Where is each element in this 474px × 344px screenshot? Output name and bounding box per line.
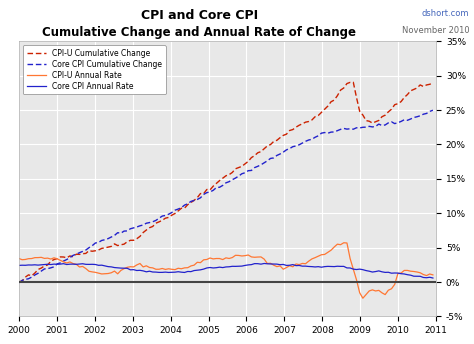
Core CPI Cumulative Change [252, 165, 257, 170]
CPI-U Cumulative Change [350, 80, 356, 84]
CPI-U Annual Rate [226, 256, 232, 260]
CPI-U Cumulative Change [252, 153, 257, 158]
Core CPI Cumulative Change [32, 273, 38, 277]
Core CPI Annual Rate [430, 276, 436, 280]
Text: Cumulative Change and Annual Rate of Change: Cumulative Change and Annual Rate of Cha… [42, 26, 356, 39]
Core CPI Cumulative Change [274, 153, 280, 158]
Core CPI Cumulative Change [338, 127, 344, 131]
CPI-U Annual Rate [55, 257, 60, 261]
Core CPI Cumulative Change [16, 281, 22, 285]
CPI-U Annual Rate [146, 266, 152, 270]
Core CPI Annual Rate [16, 264, 22, 268]
Core CPI Annual Rate [277, 262, 283, 267]
Core CPI Cumulative Change [322, 130, 328, 135]
CPI-U Annual Rate [179, 267, 184, 271]
Core CPI Annual Rate [90, 262, 95, 266]
Line: Core CPI Cumulative Change: Core CPI Cumulative Change [19, 110, 433, 283]
Text: dshort.com: dshort.com [422, 9, 469, 18]
CPI-U Annual Rate [430, 273, 436, 277]
Core CPI Annual Rate [325, 264, 331, 268]
Core CPI Annual Rate [261, 261, 267, 266]
Core CPI Annual Rate [252, 261, 257, 266]
Line: CPI-U Cumulative Change: CPI-U Cumulative Change [19, 82, 433, 282]
CPI-U Cumulative Change [274, 138, 280, 142]
Core CPI Annual Rate [32, 263, 38, 267]
CPI-U Annual Rate [16, 256, 22, 260]
CPI-U Annual Rate [169, 267, 174, 271]
CPI-U Cumulative Change [90, 249, 95, 253]
Core CPI Annual Rate [341, 264, 346, 268]
CPI-U Cumulative Change [32, 271, 38, 275]
CPI-U Cumulative Change [322, 107, 328, 111]
Line: CPI-U Annual Rate: CPI-U Annual Rate [19, 243, 433, 298]
CPI-U Cumulative Change [16, 280, 22, 284]
CPI-U Annual Rate [331, 245, 337, 249]
Legend: CPI-U Cumulative Change, Core CPI Cumulative Change, CPI-U Annual Rate, Core CPI: CPI-U Cumulative Change, Core CPI Cumula… [23, 45, 165, 95]
Line: Core CPI Annual Rate: Core CPI Annual Rate [19, 264, 433, 278]
Text: CPI and Core CPI: CPI and Core CPI [140, 9, 258, 22]
CPI-U Cumulative Change [430, 81, 436, 85]
CPI-U Annual Rate [341, 241, 346, 245]
CPI-U Annual Rate [360, 296, 366, 300]
Core CPI Cumulative Change [90, 244, 95, 248]
CPI-U Cumulative Change [338, 88, 344, 92]
Text: November 2010: November 2010 [401, 26, 469, 35]
Core CPI Cumulative Change [430, 108, 436, 112]
